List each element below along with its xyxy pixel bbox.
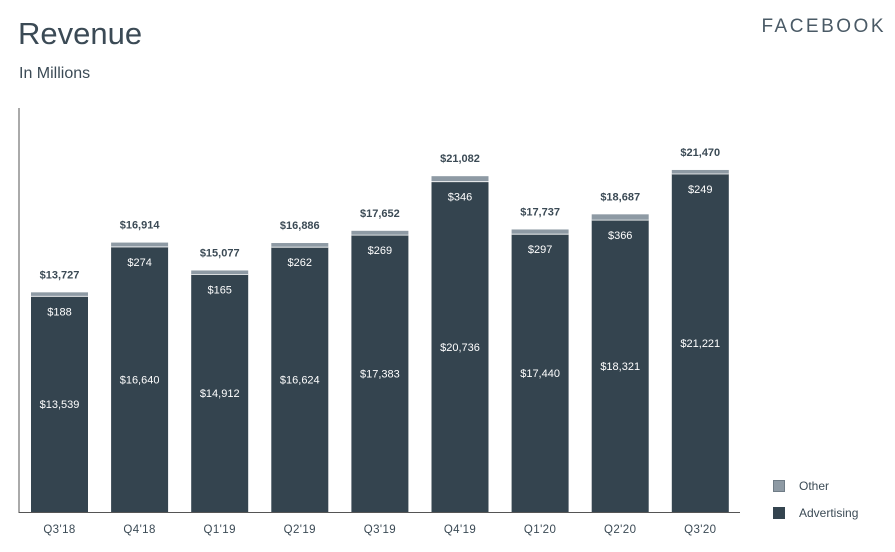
- x-tick-label: Q4'19: [444, 524, 476, 536]
- bar-advertising: [271, 247, 329, 512]
- legend-item-other: Other: [773, 472, 858, 499]
- bar-advertising: [591, 220, 649, 512]
- chart-subtitle: In Millions: [19, 65, 91, 82]
- x-tick-label: Q3'18: [43, 524, 75, 536]
- data-label-total: $16,886: [280, 220, 320, 232]
- data-label-other: $188: [47, 306, 71, 318]
- data-label-total: $13,727: [40, 269, 80, 281]
- data-label-advertising: $18,321: [600, 361, 640, 373]
- data-label-total: $15,077: [200, 247, 240, 259]
- data-label-other: $346: [448, 192, 472, 204]
- bar-other: [431, 176, 489, 182]
- data-label-total: $21,470: [680, 147, 720, 159]
- bar-advertising: [431, 181, 489, 513]
- chart-title: Revenue: [18, 16, 143, 51]
- chart-legend: Other Advertising: [773, 472, 858, 526]
- x-tick-label: Q4'18: [123, 524, 155, 536]
- data-label-other: $249: [688, 184, 712, 196]
- bar-advertising: [671, 173, 729, 512]
- x-tick-label: Q1'19: [204, 524, 236, 536]
- bar-other: [591, 214, 649, 221]
- data-label-advertising: $21,221: [680, 338, 720, 350]
- legend-swatch-other: [773, 479, 785, 492]
- legend-label-advertising: Advertising: [799, 505, 859, 520]
- data-label-other: $165: [207, 284, 231, 296]
- bar-other: [31, 292, 88, 297]
- data-label-total: $16,914: [120, 220, 161, 232]
- x-tick-label: Q3'19: [364, 524, 396, 536]
- data-label-total: $17,652: [360, 208, 400, 220]
- data-label-total: $17,737: [520, 206, 560, 218]
- bar-advertising: [351, 235, 409, 512]
- bar-advertising: [31, 296, 88, 512]
- x-tick-label: Q2'20: [604, 524, 636, 536]
- bar-advertising: [111, 246, 169, 512]
- x-tick-label: Q2'19: [284, 524, 316, 536]
- bar-advertising: [511, 234, 569, 512]
- data-label-advertising: $16,640: [120, 374, 160, 386]
- bar-other: [511, 229, 569, 235]
- data-label-advertising: $16,624: [280, 375, 320, 387]
- data-label-other: $274: [127, 257, 151, 269]
- data-label-advertising: $13,539: [40, 399, 80, 411]
- bar-advertising: [191, 274, 249, 512]
- bar-other: [111, 242, 169, 247]
- bar-other: [671, 169, 729, 174]
- data-label-other: $297: [528, 244, 552, 256]
- data-label-advertising: $17,440: [520, 368, 560, 380]
- data-label-advertising: $17,383: [360, 369, 400, 381]
- data-label-total: $18,687: [600, 191, 640, 203]
- data-label-advertising: $20,736: [440, 342, 480, 354]
- legend-swatch-advertising: [773, 506, 785, 519]
- brand-logo: FACEBOOK: [761, 16, 886, 37]
- data-label-advertising: $14,912: [200, 388, 240, 400]
- x-tick-label: Q1'20: [524, 524, 556, 536]
- bar-other: [271, 243, 329, 248]
- data-label-other: $262: [288, 257, 312, 269]
- x-tick-label: Q3'20: [684, 524, 716, 536]
- legend-item-advertising: Advertising: [773, 499, 858, 526]
- bar-other: [191, 270, 249, 275]
- legend-label-other: Other: [799, 478, 830, 493]
- bar-other: [351, 230, 409, 236]
- data-label-other: $269: [368, 245, 392, 257]
- data-label-other: $366: [608, 230, 632, 242]
- data-label-total: $21,082: [440, 153, 480, 165]
